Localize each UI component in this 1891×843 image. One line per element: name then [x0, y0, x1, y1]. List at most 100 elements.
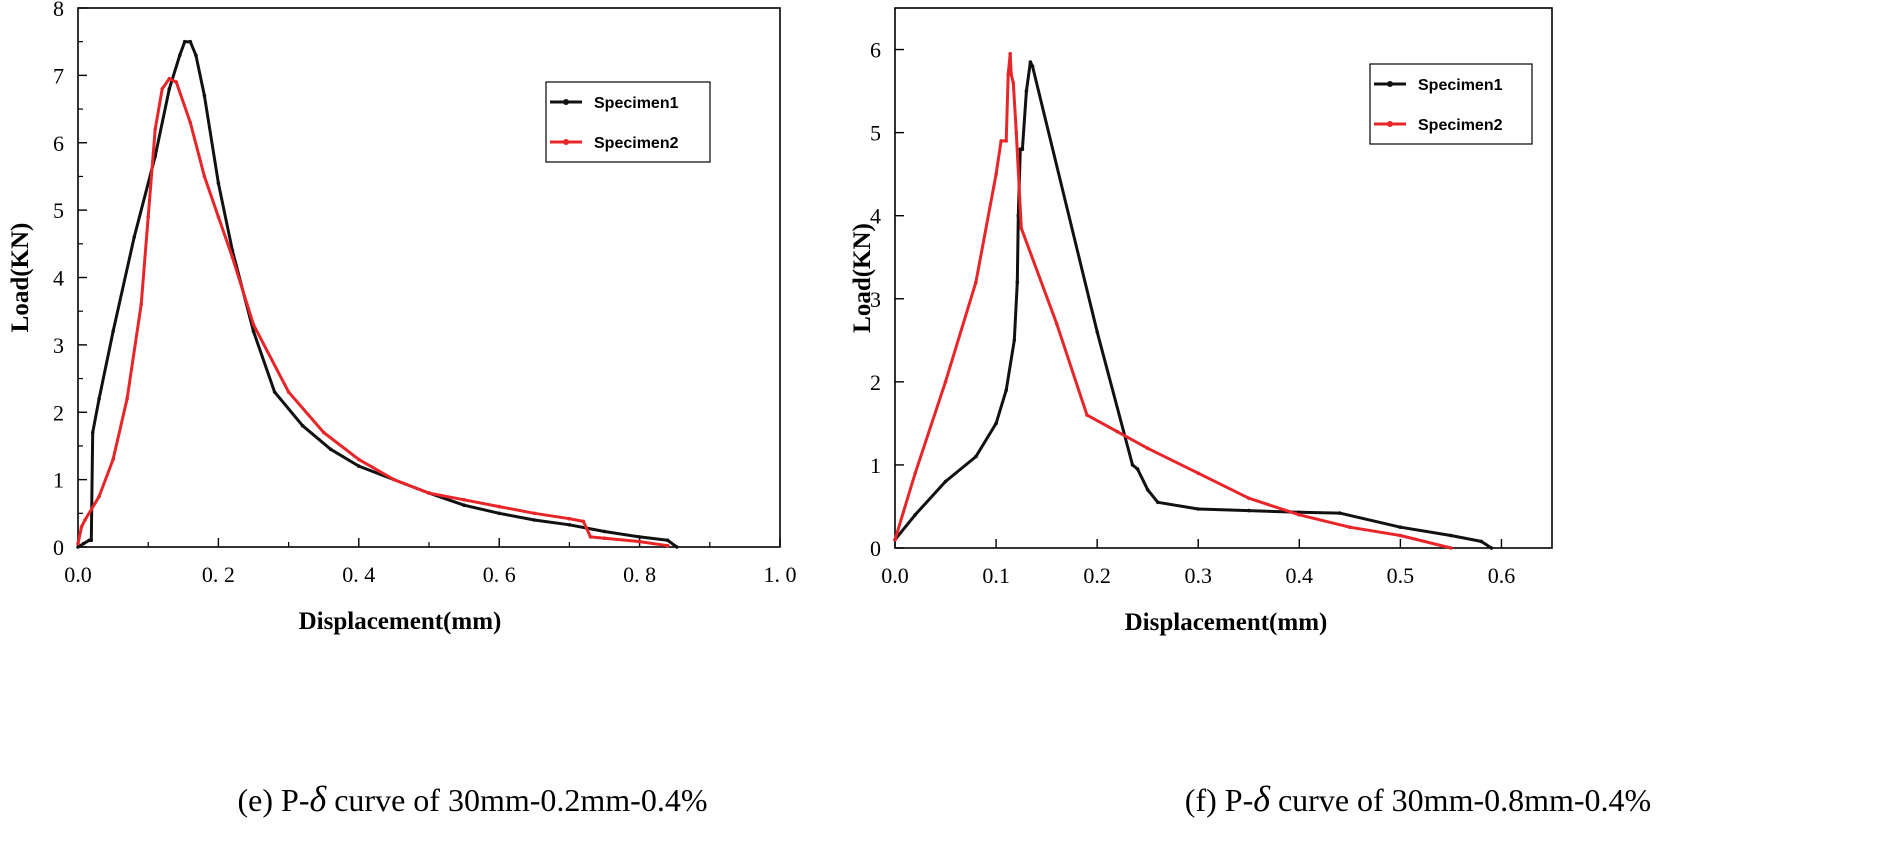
- data-point-f-specimen1-13: [1030, 64, 1035, 68]
- data-point-f-specimen2-7: [1006, 72, 1010, 77]
- x-axis-title-f: Displacement(mm): [1125, 609, 1328, 636]
- y-tick-label-f-2: 2: [870, 370, 881, 395]
- data-point-e-specimen2-11: [174, 80, 179, 84]
- series-line-f-specimen2: [893, 52, 1453, 550]
- x-tick-label-f-3: 0.3: [1184, 563, 1212, 588]
- y-axis-title-e: Load(KN): [7, 223, 34, 333]
- y-tick-label-e-1: 1: [53, 468, 64, 493]
- legend-marker-f-specimen1: [1387, 81, 1393, 87]
- data-point-f-specimen1-23: [1398, 525, 1403, 529]
- x-tick-label-e-1: 0. 2: [202, 562, 235, 587]
- data-point-e-specimen2-28: [602, 536, 607, 540]
- data-point-e-specimen2-4: [111, 457, 115, 462]
- data-point-e-specimen1-5: [97, 397, 101, 401]
- data-point-e-specimen1-26: [532, 518, 537, 522]
- x-tick-label-e-2: 0. 4: [342, 562, 375, 587]
- data-point-e-specimen2-19: [357, 457, 361, 462]
- data-point-f-specimen1-17: [1145, 488, 1150, 492]
- data-point-f-specimen2-9: [1009, 72, 1013, 77]
- legend-box-e: [545, 81, 711, 163]
- data-point-f-specimen1-11: [1024, 89, 1029, 93]
- chart-f-svg: 0.0 0.1 0.2 0.3 0.4 0.5 0.6 0 1 2 3 4 5 6 Displacement…: [849, 7, 1553, 636]
- data-point-f-specimen2-19: [1297, 513, 1302, 517]
- data-point-f-specimen1-12: [1028, 60, 1033, 64]
- data-point-f-specimen2-4: [994, 172, 998, 176]
- data-point-f-specimen1-6: [1012, 338, 1017, 343]
- y-tick-label-e-7: 7: [53, 63, 64, 88]
- data-point-e-specimen2-2: [83, 518, 87, 522]
- caption-f-prefix: (f) P-: [1184, 782, 1254, 818]
- x-tick-label-f-0: 0.0: [881, 563, 909, 588]
- legend-marker-f-specimen2: [1387, 121, 1393, 127]
- data-point-e-specimen2-5: [125, 397, 129, 401]
- data-point-e-specimen2-9: [160, 87, 164, 91]
- plot-frame-f: [894, 7, 1553, 549]
- y-tick-label-f-3: 3: [870, 287, 881, 312]
- data-point-e-specimen1-31: [675, 545, 679, 549]
- y-axis-title-f: Load(KN): [849, 223, 876, 333]
- data-point-f-specimen1-2: [943, 479, 948, 484]
- data-point-f-specimen2-8: [1008, 51, 1012, 56]
- data-point-f-specimen1-10: [1020, 147, 1025, 151]
- legend-label-e-specimen2: Specimen2: [594, 135, 679, 152]
- y-tick-label-f-1: 1: [870, 453, 881, 478]
- x-tick-label-f-4: 0.4: [1286, 563, 1314, 588]
- data-point-e-specimen1-7: [132, 235, 136, 239]
- data-point-e-specimen2-22: [462, 498, 466, 502]
- data-point-e-specimen2-7: [146, 215, 150, 219]
- data-point-f-specimen2-3: [974, 280, 978, 285]
- data-point-e-specimen2-20: [392, 477, 396, 482]
- data-point-e-specimen2-27: [588, 535, 593, 539]
- panel-f: 0.0 0.1 0.2 0.3 0.4 0.5 0.6 0 1 2 3 4 5 6 Displacement…: [849, 0, 1891, 843]
- x-tick-label-e-3: 0. 6: [483, 562, 516, 587]
- data-point-e-specimen2-25: [567, 516, 572, 521]
- data-point-f-specimen2-5: [999, 139, 1003, 143]
- data-point-f-specimen2-12: [1019, 226, 1024, 230]
- data-point-e-specimen1-10: [178, 53, 182, 57]
- data-point-f-specimen1-18: [1156, 500, 1160, 505]
- data-point-f-specimen2-16: [1145, 446, 1150, 451]
- y-tick-label-e-4: 4: [53, 266, 64, 291]
- data-point-f-specimen1-14: [1095, 330, 1099, 334]
- y-tick-label-f-4: 4: [870, 204, 881, 229]
- data-point-f-specimen1-19: [1196, 507, 1200, 511]
- data-point-e-specimen1-15: [216, 181, 221, 185]
- data-point-f-specimen1-5: [1004, 388, 1008, 393]
- x-tick-label-e-4: 0. 8: [623, 562, 656, 587]
- data-point-e-specimen1-27: [567, 523, 572, 527]
- x-tick-label-e-5: 1. 0: [764, 562, 797, 587]
- data-point-e-specimen1-4: [90, 430, 95, 435]
- caption-f: (f) P-δ curve of 30mm-0.8mm-0.4%: [945, 778, 1891, 820]
- data-point-e-specimen2-24: [532, 511, 537, 516]
- x-tick-label-f-6: 0.6: [1488, 563, 1516, 588]
- data-point-f-specimen1-22: [1337, 511, 1342, 515]
- data-point-f-specimen1-20: [1247, 508, 1251, 513]
- y-tick-label-f-6: 6: [870, 38, 881, 63]
- caption-e-delta: δ: [309, 779, 327, 819]
- data-point-f-specimen1-25: [1479, 539, 1483, 544]
- data-point-e-specimen1-1: [81, 541, 86, 546]
- legend-label-f-specimen1: Specimen1: [1418, 77, 1503, 94]
- data-point-e-specimen1-30: [665, 538, 670, 543]
- data-point-e-specimen1-11: [182, 39, 187, 44]
- data-point-f-specimen1-3: [974, 454, 978, 459]
- data-point-e-specimen2-10: [167, 76, 172, 81]
- x-tick-label-f-1: 0.1: [982, 563, 1010, 588]
- chart-e-svg: 0.0 0. 2 0. 4 0. 6 0. 8 1. 0 0 1 2 3 4 5 6 7 8 Displace…: [7, 0, 797, 635]
- y-tick-label-e-8: 8: [53, 0, 64, 21]
- data-point-f-specimen2-6: [1004, 139, 1008, 143]
- data-point-f-specimen2-22: [1449, 546, 1453, 550]
- data-point-f-specimen1-7: [1015, 280, 1020, 285]
- data-point-e-specimen2-16: [251, 322, 256, 327]
- data-point-e-specimen1-12: [188, 39, 193, 44]
- data-point-f-specimen2-18: [1247, 496, 1251, 501]
- data-point-e-specimen1-25: [497, 511, 502, 516]
- x-tick-label-f-2: 0.2: [1083, 563, 1111, 588]
- y-tick-label-e-2: 2: [53, 400, 64, 425]
- data-point-f-specimen2-15: [1115, 429, 1120, 434]
- x-tick-label-e-0: 0.0: [64, 562, 92, 587]
- legend-marker-e-specimen1: [563, 99, 569, 105]
- y-tick-label-e-6: 6: [53, 131, 64, 156]
- data-point-f-specimen1-16: [1135, 467, 1140, 471]
- caption-f-suffix: curve of 30mm-0.8mm-0.4%: [1269, 782, 1652, 818]
